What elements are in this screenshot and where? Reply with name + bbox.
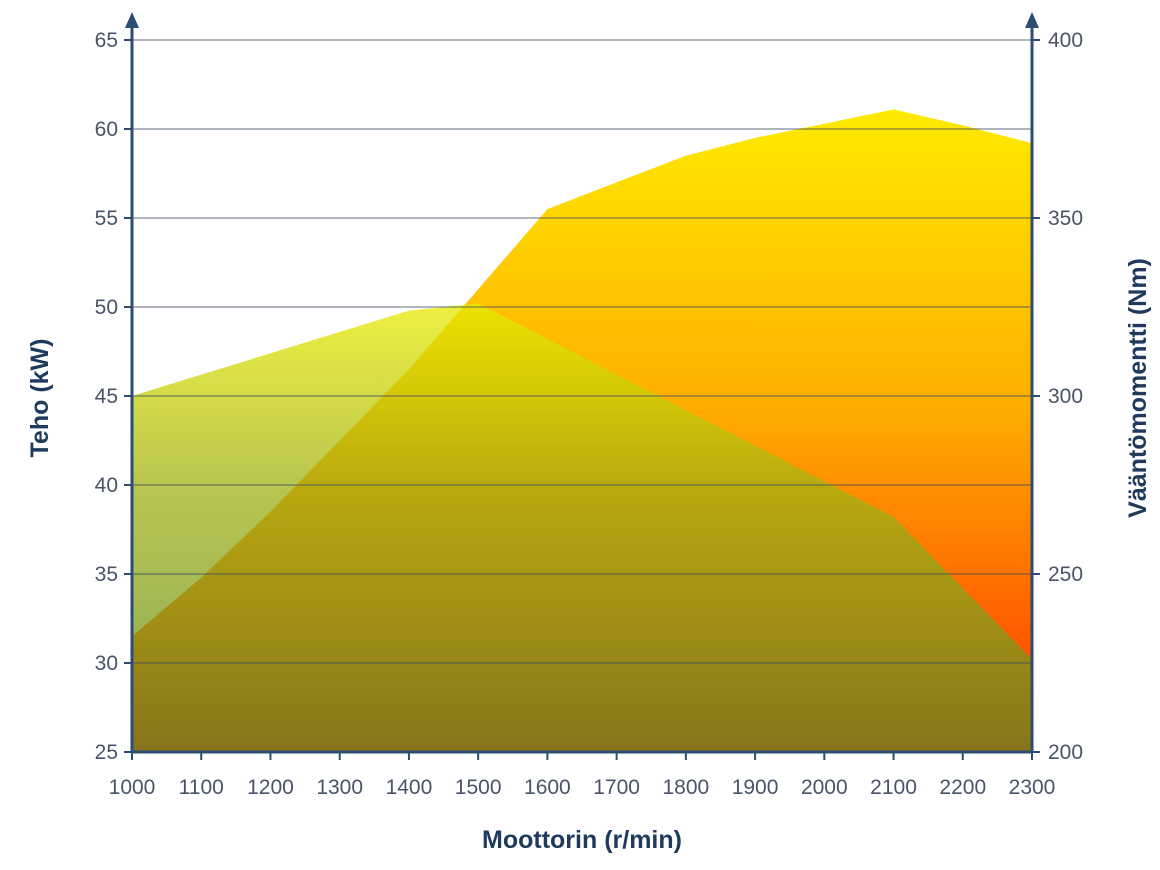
x-tick-label-1200: 1200 (247, 776, 294, 799)
data-areas (132, 109, 1032, 752)
axes (125, 12, 1039, 754)
right-y-axis-title: Vääntömomentti (Nm) (1124, 258, 1152, 518)
left-tick-label-35: 35 (95, 563, 118, 586)
x-tick-label-2300: 2300 (1009, 776, 1056, 799)
right-tick-label-350: 350 (1048, 207, 1083, 230)
left-tick-label-45: 45 (95, 385, 118, 408)
left-y-axis-title: Teho (kW) (26, 339, 54, 458)
left-tick-label-25: 25 (95, 741, 118, 764)
x-tick-label-1000: 1000 (109, 776, 156, 799)
left-axis-arrow-icon (125, 12, 139, 28)
tick-labels: 25 30 35 40 45 50 55 60 65 200 250 300 350 400 1000 110… (95, 29, 1083, 799)
left-tick-label-50: 50 (95, 296, 118, 319)
left-tick-label-30: 30 (95, 652, 118, 675)
series-area-torque (132, 303, 1032, 752)
left-tick-label-40: 40 (95, 474, 118, 497)
left-tick-label-65: 65 (95, 29, 118, 52)
x-tick-label-2200: 2200 (939, 776, 986, 799)
x-tick-label-1600: 1600 (524, 776, 571, 799)
x-tick-label-2100: 2100 (870, 776, 917, 799)
x-tick-label-1700: 1700 (593, 776, 640, 799)
left-tick-label-60: 60 (95, 118, 118, 141)
x-axis-title: Moottorin (r/min) (482, 826, 682, 854)
right-tick-label-400: 400 (1048, 29, 1083, 52)
right-tick-label-300: 300 (1048, 385, 1083, 408)
x-tick-label-1300: 1300 (316, 776, 363, 799)
x-tick-label-1500: 1500 (455, 776, 502, 799)
right-tick-label-200: 200 (1048, 741, 1083, 764)
x-tick-label-1900: 1900 (732, 776, 779, 799)
x-tick-label-1400: 1400 (386, 776, 433, 799)
x-tick-label-1100: 1100 (179, 776, 224, 799)
left-tick-label-55: 55 (95, 207, 118, 230)
right-axis-arrow-icon (1025, 12, 1039, 28)
x-tick-label-1800: 1800 (662, 776, 709, 799)
x-tick-label-2000: 2000 (801, 776, 848, 799)
right-tick-label-250: 250 (1048, 563, 1083, 586)
